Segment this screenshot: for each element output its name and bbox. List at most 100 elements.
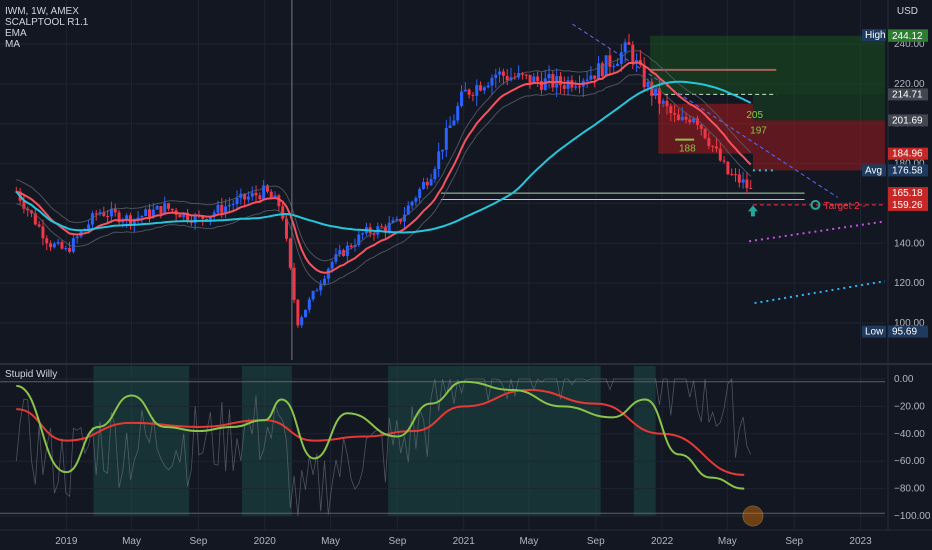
price-tick: 240.00 xyxy=(894,39,925,50)
candle-down xyxy=(501,71,505,76)
price-tag-value: 95.69 xyxy=(892,327,917,338)
time-axis: 2019 May Sep 2020 May Sep 2021 May Sep 2022 May Sep… xyxy=(55,536,872,547)
price-axis: 100.00120.00140.00160.00180.00200.00220.… xyxy=(862,29,928,338)
candle-down xyxy=(707,138,711,146)
candle-down xyxy=(711,145,715,147)
price-tick: 140.00 xyxy=(894,238,925,249)
highlight-circle xyxy=(742,505,764,527)
candle-down xyxy=(258,195,262,200)
time-tick: May xyxy=(122,536,141,547)
osc-fast-line xyxy=(16,380,745,490)
candle-up xyxy=(661,100,665,104)
candle-down xyxy=(669,106,673,114)
candle-up xyxy=(109,208,113,217)
candle-down xyxy=(30,210,34,214)
candle-up xyxy=(543,78,547,90)
candle-down xyxy=(505,75,509,81)
candle-down xyxy=(178,214,182,218)
candle-up xyxy=(429,179,433,186)
candle-up xyxy=(387,222,391,232)
price-tag-value: 244.12 xyxy=(892,31,923,42)
price-tag-value: 176.58 xyxy=(892,165,923,176)
price-tick: 100.00 xyxy=(894,318,925,329)
candle-up xyxy=(574,86,578,88)
candle-up xyxy=(414,198,418,202)
time-tick: May xyxy=(321,536,340,547)
candle-up xyxy=(612,66,616,68)
candle-down xyxy=(372,233,376,235)
candle-up xyxy=(273,195,277,198)
candle-up xyxy=(212,212,216,217)
candle-down xyxy=(399,218,403,222)
candle-up xyxy=(460,91,464,107)
candle-up xyxy=(121,220,125,223)
candle-down xyxy=(673,113,677,115)
candle-up xyxy=(589,75,593,80)
candle-up xyxy=(323,278,327,285)
candle-up xyxy=(566,80,570,89)
candle-up xyxy=(741,179,745,183)
candle-up xyxy=(140,216,144,218)
price-tag-bg xyxy=(888,88,928,101)
candle-down xyxy=(254,192,258,196)
candle-up xyxy=(182,212,186,218)
time-tick: Sep xyxy=(587,536,605,547)
price-tag-label-bg xyxy=(862,325,886,338)
candle-up xyxy=(444,127,448,150)
candle-up xyxy=(87,224,91,229)
candle-up xyxy=(448,125,452,128)
candle-up xyxy=(654,88,658,96)
profit-zone xyxy=(650,35,885,95)
price-tag-label: Low xyxy=(865,327,884,338)
candle-up xyxy=(547,74,551,79)
candle-down xyxy=(265,185,269,192)
candle-down xyxy=(33,213,37,225)
candle-down xyxy=(113,208,117,213)
candle-up xyxy=(623,42,627,53)
annotation-205: 205 xyxy=(746,110,763,121)
candle-up xyxy=(498,71,502,75)
price-tag-value: 184.96 xyxy=(892,149,923,160)
candle-up xyxy=(136,217,140,220)
candle-up xyxy=(235,197,239,204)
candle-down xyxy=(281,206,285,219)
candle-up xyxy=(330,261,334,269)
price-tag: 95.69 Low xyxy=(862,325,928,338)
indicator-ema: EMA xyxy=(5,28,27,39)
candle-down xyxy=(220,204,224,213)
candle-up xyxy=(262,185,266,200)
candle-up xyxy=(71,238,75,252)
candle-up xyxy=(604,55,608,76)
candle-down xyxy=(284,218,288,239)
candle-up xyxy=(421,181,425,189)
currency-label: USD xyxy=(896,6,918,17)
candle-down xyxy=(699,124,703,129)
candle-up xyxy=(311,290,315,300)
up-arrow-icon xyxy=(747,205,758,217)
candle-up xyxy=(361,233,365,235)
price-tag-label: High xyxy=(865,30,886,41)
candle-down xyxy=(186,212,190,221)
oscillator-axis: 0.00 −20.00 −40.00 −60.00 −80.00 −100.00 xyxy=(0,374,931,522)
candle-down xyxy=(22,200,26,209)
candle-up xyxy=(452,120,456,126)
symbol-title: IWM, 1W, AMEX xyxy=(5,6,79,17)
candle-down xyxy=(577,86,581,88)
price-tag-bg xyxy=(888,114,928,127)
candle-down xyxy=(102,212,106,216)
candle-up xyxy=(391,220,395,223)
candle-down xyxy=(296,299,300,326)
candle-up xyxy=(163,203,167,215)
trend-line xyxy=(572,23,838,198)
candle-up xyxy=(319,284,323,291)
candle-down xyxy=(726,161,730,175)
candle-down xyxy=(688,119,692,123)
candle-up xyxy=(406,205,410,215)
price-tag: 244.12 xyxy=(888,29,928,42)
price-tag-value: 159.26 xyxy=(892,200,923,211)
candle-down xyxy=(288,238,292,268)
candle-up xyxy=(216,204,220,213)
candle-down xyxy=(147,209,151,218)
candle-down xyxy=(292,267,296,300)
